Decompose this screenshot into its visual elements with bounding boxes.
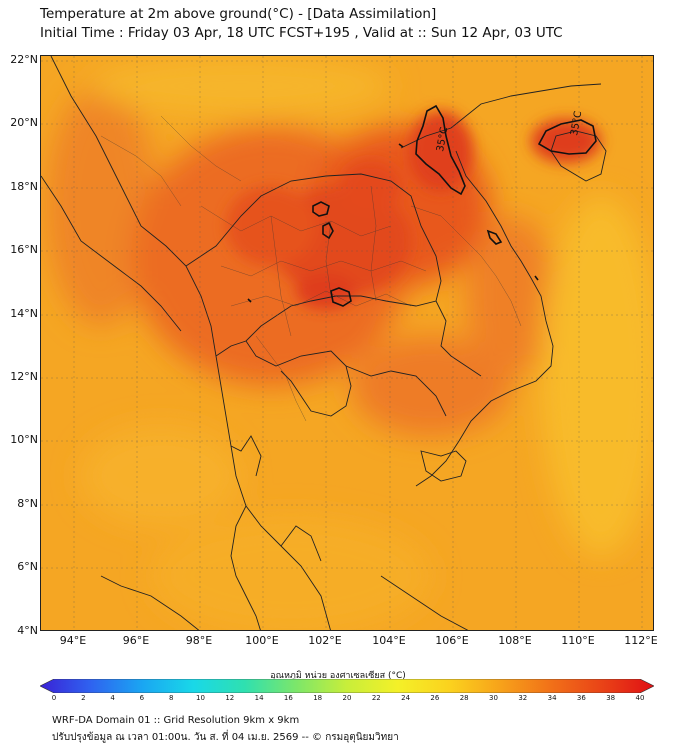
colorbar-tick-label: 26 (430, 694, 440, 702)
lat-tick-label: 20°N (10, 116, 38, 129)
footer-model-info: WRF-DA Domain 01 :: Grid Resolution 9km … (52, 715, 300, 726)
colorbar-tick-label: 22 (371, 694, 381, 702)
map-subtitle: Initial Time : Friday 03 Apr, 18 UTC FCS… (40, 25, 563, 41)
colorbar-tick-label: 10 (196, 694, 205, 702)
colorbar-tick-label: 18 (313, 694, 323, 702)
lon-tick-label: 94°E (59, 634, 87, 647)
colorbar-tick-label: 36 (576, 694, 586, 702)
lat-tick-label: 8°N (17, 497, 38, 510)
lat-tick-label: 12°N (10, 370, 38, 383)
colorbar-tick-label: 38 (606, 694, 616, 702)
colorbar-tick-label: 2 (81, 694, 86, 702)
colorbar-tick-label: 4 (110, 694, 115, 702)
colorbar-tick-label: 32 (518, 694, 528, 702)
lat-tick-label: 4°N (17, 624, 38, 637)
lon-tick-label: 110°E (561, 634, 595, 647)
lon-tick-label: 104°E (372, 634, 406, 647)
colorbar-title: อุณหภูมิ หน่วย องศาเซลเซียส (°C) (270, 671, 406, 681)
lon-tick-label: 112°E (624, 634, 658, 647)
lat-tick-label: 10°N (10, 433, 38, 446)
lon-tick-label: 108°E (498, 634, 532, 647)
province-borders (100, 115, 522, 422)
colorbar-tick-label: 16 (283, 694, 293, 702)
colorbar-tick-label: 34 (547, 694, 557, 702)
contour-label: 35°C (569, 110, 584, 136)
lat-tick-label: 22°N (10, 53, 38, 66)
lon-tick-label: 106°E (435, 634, 469, 647)
lat-lon-grid (41, 56, 653, 630)
lon-tick-label: 100°E (245, 634, 279, 647)
colorbar-tick-label: 20 (342, 694, 352, 702)
colorbar-tick-label: 14 (254, 694, 264, 702)
country-borders (41, 56, 607, 630)
colorbar-tick-label: 30 (489, 694, 498, 702)
lat-tick-label: 14°N (10, 307, 38, 320)
lon-tick-label: 98°E (185, 634, 213, 647)
contour-35c (247, 104, 597, 307)
colorbar-tick-label: 8 (168, 694, 174, 702)
contour-label: 35°C (435, 126, 450, 152)
lat-tick-label: 16°N (10, 243, 38, 256)
colorbar-tick-label: 24 (401, 694, 411, 702)
lat-tick-label: 18°N (10, 180, 38, 193)
lon-tick-label: 102°E (308, 634, 342, 647)
lon-tick-label: 96°E (122, 634, 150, 647)
temperature-map: 35°C 35°C (40, 55, 654, 631)
colorbar-tick-label: 6 (139, 694, 145, 702)
colorbar-tick-label: 40 (635, 694, 645, 702)
colorbar-tick-label: 28 (459, 694, 469, 702)
lat-tick-label: 6°N (17, 560, 38, 573)
footer-update-info: ปรับปรุงข้อมูล ณ เวลา 01:00น. วัน ส. ที่… (52, 732, 399, 743)
colorbar-body (40, 679, 654, 693)
colorbar-tick-label: 0 (51, 694, 57, 702)
colorbar (40, 679, 654, 693)
colorbar-tick-label: 12 (225, 694, 235, 702)
map-title: Temperature at 2m above ground(°C) - [Da… (40, 6, 437, 22)
